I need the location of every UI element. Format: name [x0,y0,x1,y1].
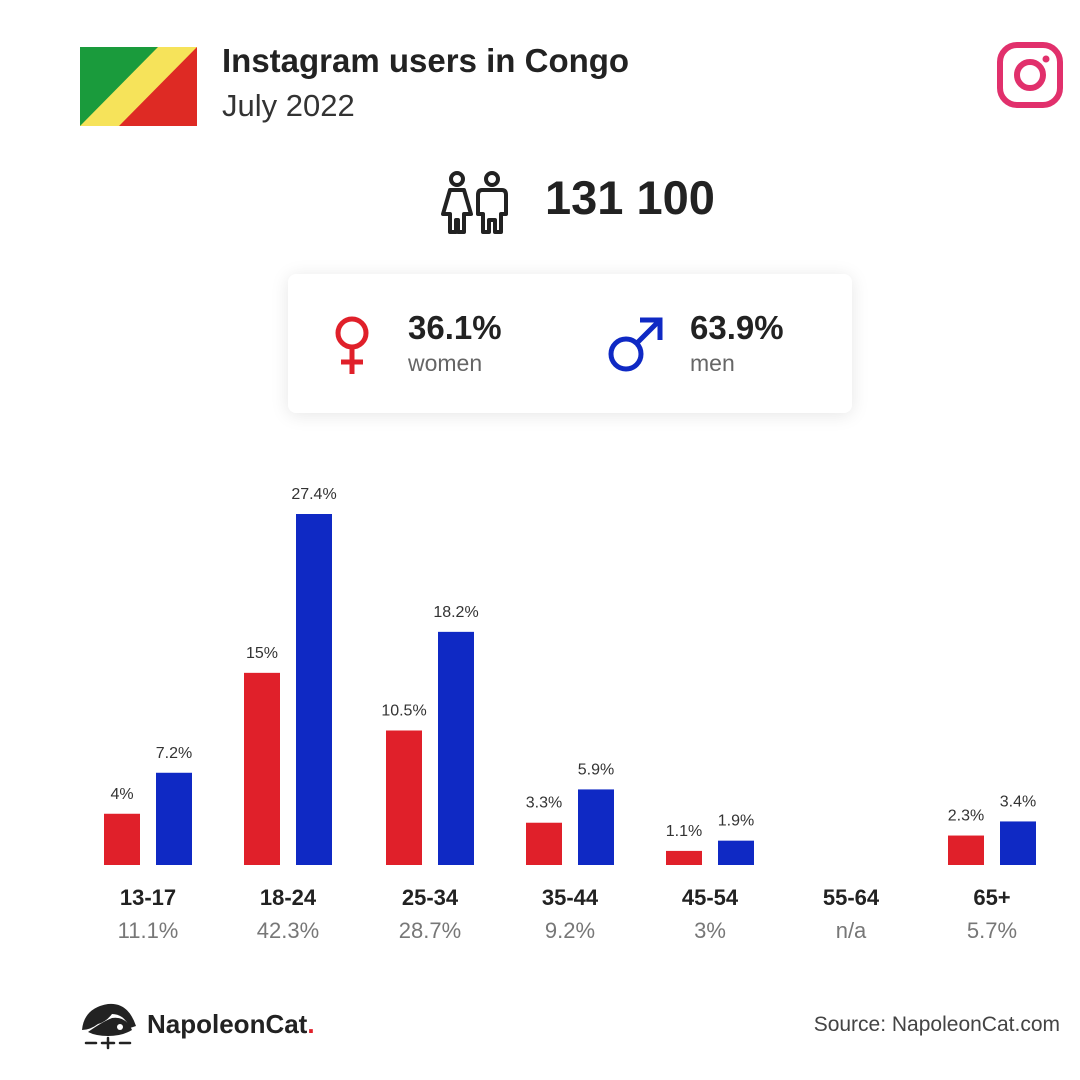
women-percentage: 36.1% [408,309,502,346]
category-total-45-54: 3% [694,918,726,943]
category-label-45-54: 45-54 [682,885,739,910]
category-total-25-34: 28.7% [399,918,461,943]
data-label-women-25-34: 10.5% [381,702,426,719]
gender-split-card: 36.1% women 63.9% men [288,274,852,413]
category-label-18-24: 18-24 [260,885,317,910]
data-label-men-65+: 3.4% [1000,793,1036,810]
data-label-women-65+: 2.3% [948,808,984,825]
data-label-women-13-17: 4% [110,786,133,803]
category-total-65+: 5.7% [967,918,1017,943]
data-label-men-35-44: 5.9% [578,761,614,778]
bar-women-65+ [948,835,984,865]
bar-women-13-17 [104,813,140,865]
female-symbol-icon [335,316,369,374]
category-label-35-44: 35-44 [542,885,599,910]
data-label-men-18-24: 27.4% [291,486,336,503]
men-label: men [690,350,735,376]
data-label-men-45-54: 1.9% [718,813,754,830]
congo-flag-icon [80,47,197,126]
women-label: women [408,350,483,376]
category-total-35-44: 9.2% [545,918,595,943]
bar-men-65+ [1000,821,1036,865]
data-label-women-18-24: 15% [246,645,278,662]
category-label-55-64: 55-64 [823,885,880,910]
page-subtitle: July 2022 [222,88,355,123]
bar-men-25-34 [438,631,474,865]
bar-women-35-44 [526,822,562,865]
data-label-men-25-34: 18.2% [433,604,478,621]
men-percentage: 63.9% [690,309,784,346]
bar-women-45-54 [666,850,702,865]
brand-name: NapoleonCat. [147,1009,315,1039]
source-credit: Source: NapoleonCat.com [813,1013,1060,1036]
bar-men-35-44 [578,789,614,865]
users-icon [441,171,508,234]
category-total-13-17: 11.1% [118,918,179,943]
data-label-women-45-54: 1.1% [666,823,702,840]
category-label-13-17: 13-17 [120,885,176,910]
total-users-count: 131 100 [545,171,715,224]
bar-men-18-24 [296,514,332,865]
male-symbol-icon [608,317,663,372]
category-label-65+: 65+ [973,885,1010,910]
category-total-55-64: n/a [836,918,867,943]
page-title: Instagram users in Congo [222,42,630,79]
data-label-women-35-44: 3.3% [526,795,562,812]
napoleoncat-logo-icon [82,1003,136,1050]
bar-men-45-54 [718,840,754,865]
instagram-icon [997,42,1063,108]
bar-men-13-17 [156,772,192,865]
category-total-18-24: 42.3% [257,918,319,943]
bar-women-18-24 [244,672,280,865]
category-label-25-34: 25-34 [402,885,459,910]
bar-women-25-34 [386,730,422,865]
data-label-men-13-17: 7.2% [156,745,192,762]
